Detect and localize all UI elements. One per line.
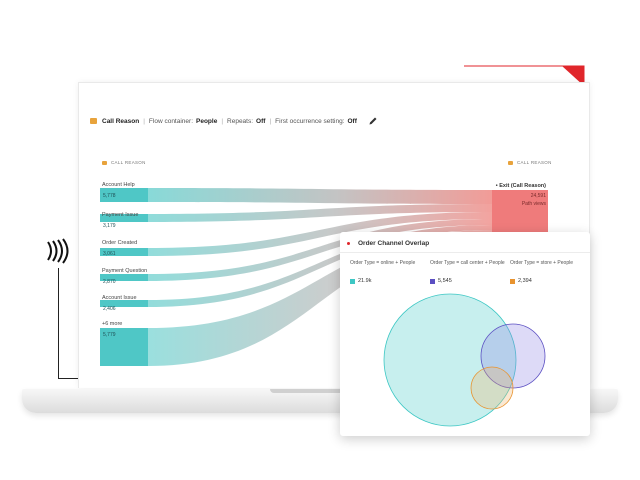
segment-label: Order Type = store + People (510, 260, 574, 266)
segment-value-text: 21.9k (358, 278, 372, 284)
flow-node-bar (100, 328, 148, 366)
tag-icon (508, 160, 513, 165)
left-dimension-label: CALL REASON (102, 160, 146, 165)
status-dot (347, 242, 350, 245)
wave-icon (47, 238, 69, 264)
pencil-icon[interactable] (368, 116, 378, 126)
flow-container-label: Flow container: (148, 117, 193, 125)
flow-node-value: 5,779 (103, 332, 116, 338)
decorative-line (58, 268, 59, 378)
flow-node-bar (100, 248, 148, 256)
repeats-label: Repeats: (227, 117, 254, 125)
flow-band (148, 188, 492, 204)
exit-label[interactable]: • Exit (Call Reason) (495, 183, 546, 189)
segment-value-text: 5,545 (438, 278, 452, 284)
first-occurrence-value[interactable]: Off (347, 117, 357, 125)
flow-band (148, 204, 492, 222)
repeats-value[interactable]: Off (256, 117, 266, 125)
swatch-call-center (430, 278, 435, 284)
segment-value: 21.9k (350, 278, 371, 284)
flow-node-value: 2,870 (103, 279, 116, 285)
flow-node-bar (100, 214, 148, 222)
right-dimension-text: CALL REASON (517, 160, 552, 165)
right-dimension-label: CALL REASON (508, 160, 552, 165)
tag-icon (90, 118, 97, 124)
flow-node-label[interactable]: Payment Issue (102, 212, 139, 218)
venn-circle-store (470, 366, 514, 410)
flow-node-value: 3,061 (103, 251, 116, 257)
exit-value: 24,591 (530, 193, 546, 199)
separator: | (143, 117, 145, 125)
venn-diagram (383, 293, 546, 427)
flow-node-value: 3,179 (103, 223, 116, 229)
segment-value: 5,545 (430, 278, 452, 284)
exit-label-text: Exit (Call Reason) (499, 183, 546, 189)
left-dimension-text: CALL REASON (111, 160, 146, 165)
flow-node-label[interactable]: Payment Question (102, 268, 148, 274)
flow-band (148, 219, 492, 281)
dimension-name[interactable]: Call Reason (102, 117, 140, 125)
swatch-online (350, 278, 355, 284)
separator: | (269, 117, 272, 125)
decorative-line (58, 378, 84, 379)
venn-circle-online (383, 293, 517, 427)
flow-node-label[interactable]: +6 more (102, 321, 123, 327)
separator: | (221, 117, 224, 125)
laptop-notch (270, 389, 370, 393)
flow-container-value[interactable]: People (196, 117, 218, 125)
flow-node-label[interactable]: Account Issue (102, 295, 137, 301)
flow-band (148, 212, 492, 256)
segment-label: Order Type = online + People (350, 260, 416, 266)
segment-label: Order Type = call center + People (430, 260, 505, 266)
exit-sub-label: Path views (521, 201, 546, 207)
tag-icon (102, 160, 107, 165)
exit-node-bar (492, 190, 548, 238)
filter-bar: Call Reason | Flow container: People | R… (90, 114, 378, 128)
flow-node-value: 5,778 (103, 193, 116, 199)
overlap-title: Order Channel Overlap (358, 240, 430, 247)
flow-node-label[interactable]: Account Help (102, 182, 135, 188)
segment-value-text: 2,394 (518, 278, 532, 284)
flow-band (148, 225, 492, 307)
flow-band (148, 230, 492, 366)
swatch-store (510, 278, 515, 284)
first-occurrence-label: First occurrence setting: (275, 117, 345, 125)
flow-node-bar (100, 188, 148, 202)
flow-node-bar (100, 300, 148, 307)
overlap-card[interactable]: Order Channel Overlap Order Type = onlin… (340, 232, 590, 436)
divider (340, 252, 590, 253)
flow-node-value: 2,406 (103, 306, 116, 312)
flow-diagram (100, 188, 548, 366)
flow-node-bar (100, 274, 148, 281)
segment-value: 2,394 (510, 278, 532, 284)
flow-node-label[interactable]: Order Created (102, 240, 138, 246)
